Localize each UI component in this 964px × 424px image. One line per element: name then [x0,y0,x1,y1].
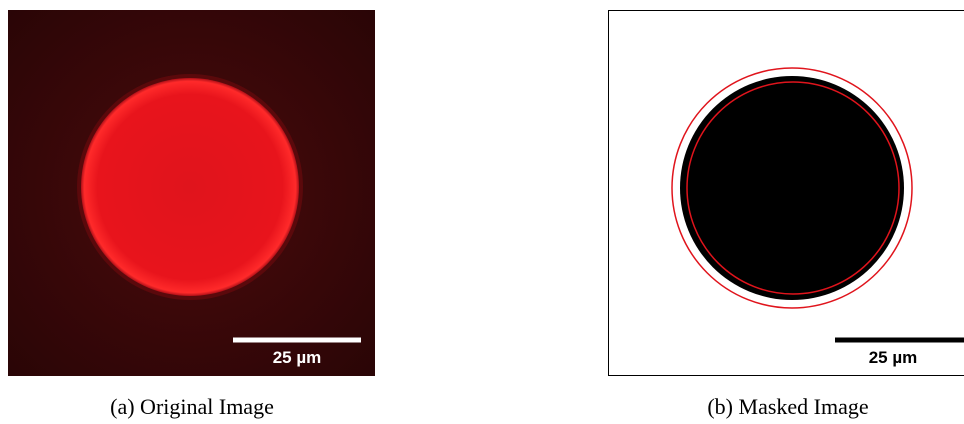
caption: (a) Original Image [110,394,274,419]
caption: (b) Masked Image [707,394,868,419]
scale-bar-label: 25 µm [273,348,322,367]
mask [680,76,904,300]
original-image: 25 µm [8,10,375,376]
masked-image: 25 µm [609,11,964,376]
scale-bar-label: 25 µm [869,348,918,367]
vesicle [81,78,299,296]
figure: 25 µm (a) Original Image 25 µm (b) Maske… [0,0,964,424]
